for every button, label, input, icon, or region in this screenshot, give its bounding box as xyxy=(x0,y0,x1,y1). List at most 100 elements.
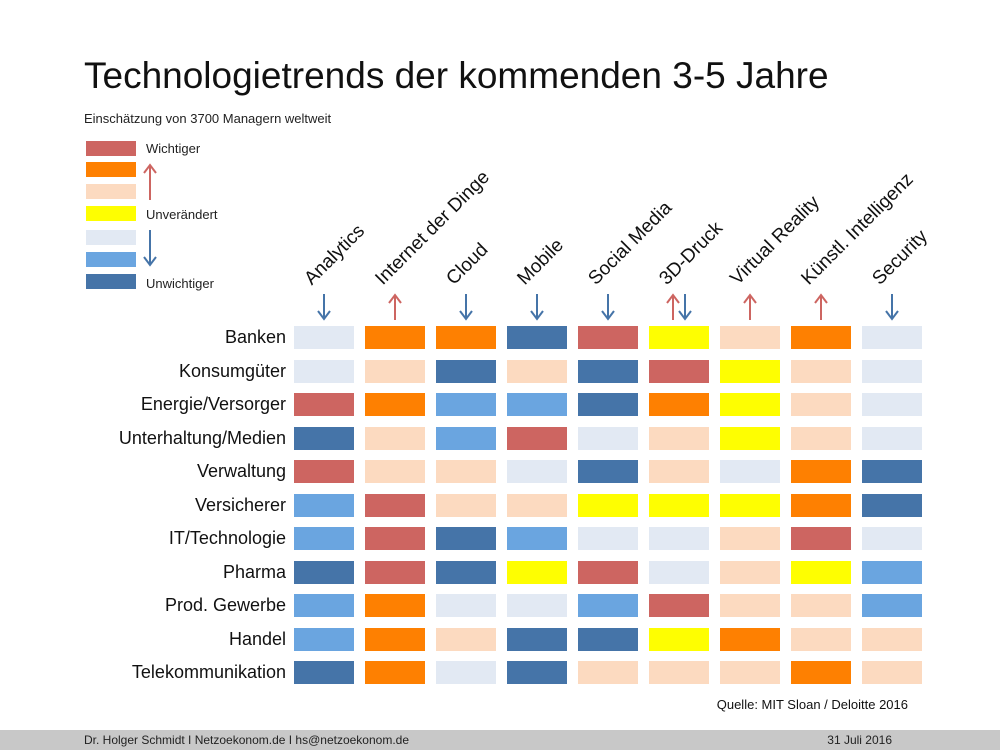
heatmap-cell-unterhaltung-medien-security xyxy=(862,426,922,450)
heatmap-cell-energie-versorger-internet-der-dinge xyxy=(365,393,425,416)
heatmap-cell-versicherer-security xyxy=(862,493,922,517)
row-label-energie-versorger: Energie/Versorger xyxy=(140,394,286,414)
heatmap-cell-telekommunikation-kunstl-intelligenz xyxy=(791,661,851,684)
heatmap-cell-pharma-mobile xyxy=(507,560,567,584)
heatmap-cell-pharma-3d-druck xyxy=(649,560,709,584)
heatmap-cell-konsumguter-security xyxy=(862,359,922,383)
heatmap-cell-it-technologie-mobile xyxy=(507,527,567,550)
arrow-down-icon xyxy=(459,294,473,321)
column-label-mobile: Mobile xyxy=(513,234,568,290)
heatmap-cell-pharma-security xyxy=(862,560,922,584)
row-label-verwaltung: Verwaltung xyxy=(196,461,286,481)
page-subtitle: Einschätzung von 3700 Managern weltweit xyxy=(84,111,332,126)
heatmap-cell-konsumguter-3d-druck xyxy=(649,359,709,383)
heatmap-cell-handel-3d-druck xyxy=(649,627,709,651)
heatmap-cell-prod-gewerbe-internet-der-dinge xyxy=(365,594,425,617)
source-note: Quelle: MIT Sloan / Deloitte 2016 xyxy=(716,697,908,712)
legend-swatch-level4 xyxy=(86,206,136,221)
row-label-prod-gewerbe: Prod. Gewerbe xyxy=(164,595,286,615)
heatmap-cell-energie-versorger-virtual-reality xyxy=(720,393,780,416)
heatmap-cell-energie-versorger-social-media xyxy=(578,393,638,416)
row-label-unterhaltung-medien: Unterhaltung/Medien xyxy=(118,427,286,448)
heatmap-cell-pharma-cloud xyxy=(436,560,496,584)
heatmap-cell-handel-cloud xyxy=(436,627,496,651)
heatmap-cell-konsumguter-mobile xyxy=(507,359,567,383)
heatmap-cell-banken-cloud xyxy=(436,326,496,349)
heatmap-cell-prod-gewerbe-virtual-reality xyxy=(720,594,780,617)
legend-swatch-level1 xyxy=(86,141,136,156)
heatmap-cell-handel-mobile xyxy=(507,627,567,651)
heatmap-cell-unterhaltung-medien-analytics xyxy=(294,426,354,450)
heatmap-cell-verwaltung-internet-der-dinge xyxy=(365,460,425,483)
column-label-security: Security xyxy=(868,225,932,290)
column-label-3d-druck: 3D-Druck xyxy=(655,217,728,290)
heatmap-cell-it-technologie-security xyxy=(862,527,922,550)
heatmap-cell-it-technologie-analytics xyxy=(294,527,354,550)
heatmap-cell-versicherer-3d-druck xyxy=(649,493,709,517)
legend-swatch-level6 xyxy=(86,252,136,267)
legend-label-middle: Unverändert xyxy=(146,207,218,222)
heatmap-cell-verwaltung-analytics xyxy=(294,460,354,483)
legend-swatch-level3 xyxy=(86,184,136,199)
heatmap-cell-versicherer-virtual-reality xyxy=(720,493,780,517)
arrow-up-icon xyxy=(743,293,757,320)
page-title: Technologietrends der kommenden 3-5 Jahr… xyxy=(84,55,829,96)
heatmap-cell-prod-gewerbe-3d-druck xyxy=(649,594,709,617)
footer-bar: Dr. Holger Schmidt I Netzoekonom.de I hs… xyxy=(0,730,1000,750)
heatmap-cell-prod-gewerbe-mobile xyxy=(507,594,567,617)
heatmap-cell-banken-internet-der-dinge xyxy=(365,326,425,349)
heatmap-cell-banken-mobile xyxy=(507,326,567,349)
heatmap-cell-handel-analytics xyxy=(294,627,354,651)
heatmap-cell-verwaltung-cloud xyxy=(436,460,496,483)
arrow-down-icon xyxy=(530,294,544,321)
legend-label-top: Wichtiger xyxy=(146,141,201,156)
arrow-up-icon xyxy=(388,293,402,320)
legend-arrow-down-icon xyxy=(143,230,157,267)
heatmap-cell-unterhaltung-medien-cloud xyxy=(436,426,496,450)
heatmap-cell-handel-kunstl-intelligenz xyxy=(791,627,851,651)
heatmap-cell-unterhaltung-medien-internet-der-dinge xyxy=(365,426,425,450)
heatmap-cell-banken-social-media xyxy=(578,326,638,349)
heatmap-cell-konsumguter-analytics xyxy=(294,359,354,383)
heatmap-cell-versicherer-internet-der-dinge xyxy=(365,493,425,517)
heatmap-cell-versicherer-cloud xyxy=(436,493,496,517)
arrow-down-icon xyxy=(317,294,331,321)
heatmap-cell-handel-internet-der-dinge xyxy=(365,627,425,651)
arrow-up-icon xyxy=(814,293,828,320)
heatmap-cell-unterhaltung-medien-social-media xyxy=(578,426,638,450)
heatmap-cell-prod-gewerbe-security xyxy=(862,594,922,617)
heatmap-cell-telekommunikation-cloud xyxy=(436,661,496,684)
heatmap-cell-telekommunikation-internet-der-dinge xyxy=(365,661,425,684)
heatmap-cell-telekommunikation-3d-druck xyxy=(649,661,709,684)
heatmap-cell-verwaltung-kunstl-intelligenz xyxy=(791,460,851,483)
heatmap-cell-verwaltung-mobile xyxy=(507,460,567,483)
legend-swatch-level2 xyxy=(86,162,136,177)
heatmap-cell-it-technologie-internet-der-dinge xyxy=(365,527,425,550)
row-label-handel: Handel xyxy=(228,628,286,649)
heatmap-cell-banken-kunstl-intelligenz xyxy=(791,326,851,349)
heatmap-cell-verwaltung-security xyxy=(862,460,922,483)
row-label-banken: Banken xyxy=(224,327,286,347)
column-label-cloud: Cloud xyxy=(442,239,493,290)
heatmap-cell-pharma-internet-der-dinge xyxy=(365,560,425,584)
legend-swatch-level7 xyxy=(86,274,136,289)
legend-swatch-level5 xyxy=(86,230,136,245)
heatmap-cell-it-technologie-social-media xyxy=(578,527,638,550)
heatmap-cell-versicherer-analytics xyxy=(294,493,354,517)
heatmap-cell-konsumguter-cloud xyxy=(436,359,496,383)
heatmap-cell-verwaltung-virtual-reality xyxy=(720,460,780,483)
arrow-up-icon xyxy=(666,293,680,320)
row-label-versicherer: Versicherer xyxy=(194,494,286,515)
heatmap-cell-it-technologie-virtual-reality xyxy=(720,527,780,550)
heatmap-cell-energie-versorger-analytics xyxy=(294,393,354,416)
heatmap-cell-versicherer-kunstl-intelligenz xyxy=(791,493,851,517)
footer-author: Dr. Holger Schmidt I Netzoekonom.de I hs… xyxy=(84,733,410,747)
arrow-down-icon xyxy=(678,294,692,321)
heatmap-cell-unterhaltung-medien-mobile xyxy=(507,426,567,450)
footer-date: 31 Juli 2016 xyxy=(827,733,892,747)
column-label-analytics: Analytics xyxy=(300,220,370,290)
heatmap-cell-unterhaltung-medien-virtual-reality xyxy=(720,426,780,450)
heatmap-cell-energie-versorger-security xyxy=(862,393,922,416)
heatmap-cell-telekommunikation-mobile xyxy=(507,661,567,684)
heatmap-cell-telekommunikation-security xyxy=(862,661,922,684)
